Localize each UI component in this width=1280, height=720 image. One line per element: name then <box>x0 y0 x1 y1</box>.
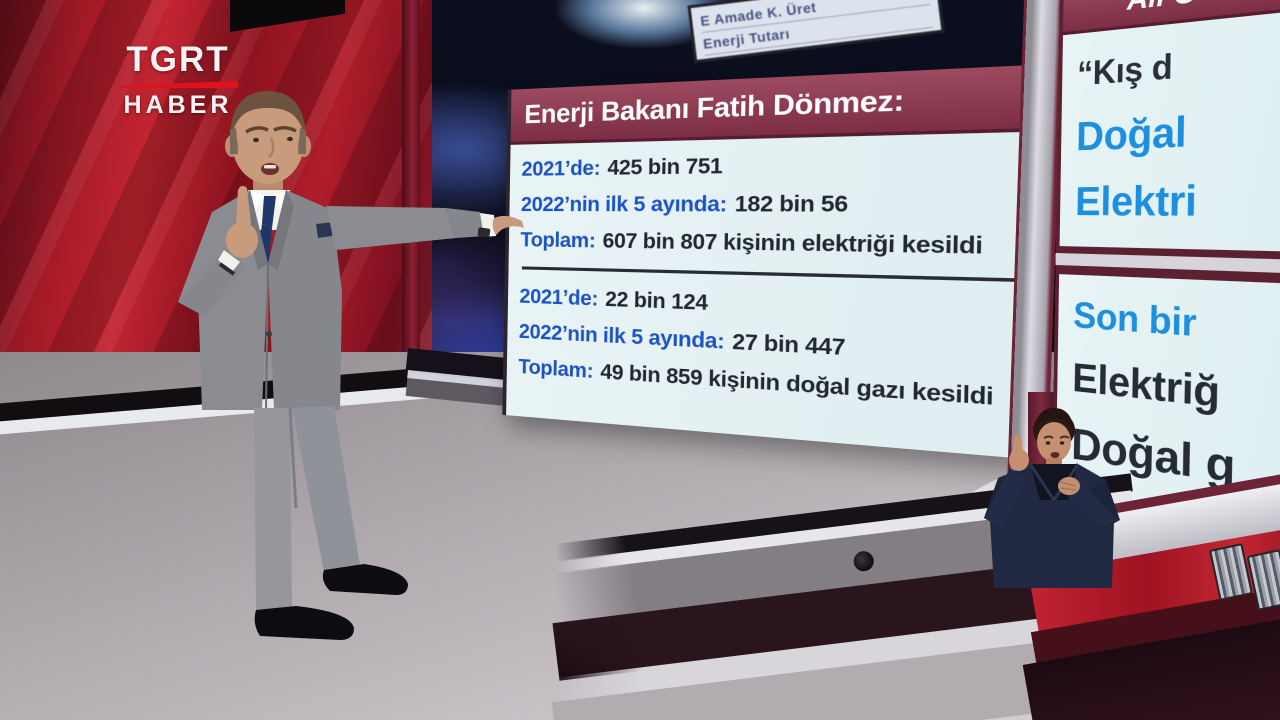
quote-card-body: “Kış d Doğal Elektri <box>1060 7 1280 252</box>
board-body: 2021’de: 425 bin 751 2022’nin ilk 5 ayınd… <box>507 131 1056 422</box>
wall-edge <box>402 0 420 372</box>
row-label: 2021’de: <box>521 156 601 181</box>
logo-tgrt-text: TGRT <box>126 40 230 79</box>
sign-language-interpreter <box>984 408 1120 588</box>
news-presenter <box>178 91 524 640</box>
row-value: 425 bin 751 <box>607 153 723 180</box>
channel-logo: TGRT HABER <box>106 40 250 120</box>
logo-haber-text: HABER <box>123 91 233 119</box>
presenter-mouth <box>261 163 279 175</box>
electricity-row: Toplam: 607 bin 807 kişinin elektriği kes… <box>520 222 1047 268</box>
quote-card: Ali Ö “Kış d Doğal Elektri <box>1055 0 1280 257</box>
row-value: 182 bin 56 <box>734 191 849 218</box>
presenter-pointing-hand <box>492 215 524 235</box>
interpreter-hand-chest <box>1058 477 1080 495</box>
presenter-trousers <box>254 408 292 612</box>
quote-line: “Kış d <box>1076 46 1173 93</box>
row-label: 2022’nin ilk 5 ayında: <box>518 319 725 355</box>
row-value: 22 bin 124 <box>605 287 708 316</box>
row-label: 2022’nin ilk 5 ayında: <box>520 191 728 217</box>
row-label: 2021’de: <box>519 284 599 311</box>
pocket-square <box>316 222 334 238</box>
electricity-row: 2022’nin ilk 5 ayında: 182 bin 56 <box>521 183 1049 226</box>
presenter-face <box>232 100 304 184</box>
interpreter-face <box>1037 422 1071 462</box>
logo-swoosh-icon <box>118 81 238 88</box>
electricity-row: 2021’de: 425 bin 751 <box>521 140 1049 187</box>
row-value: 27 bin 447 <box>732 329 846 361</box>
presenter-finger-up <box>236 185 251 227</box>
row-value: 607 bin 807 kişinin elektriği kesildi <box>602 228 983 260</box>
row-label: Toplam: <box>520 228 596 253</box>
presenter-watch <box>477 227 491 238</box>
presenter-shoe <box>254 606 354 640</box>
presenter-shoe <box>322 564 408 595</box>
floor-camera-dot <box>852 550 875 573</box>
quote-line: Elektri <box>1074 177 1198 226</box>
presenter-hair <box>230 91 306 140</box>
